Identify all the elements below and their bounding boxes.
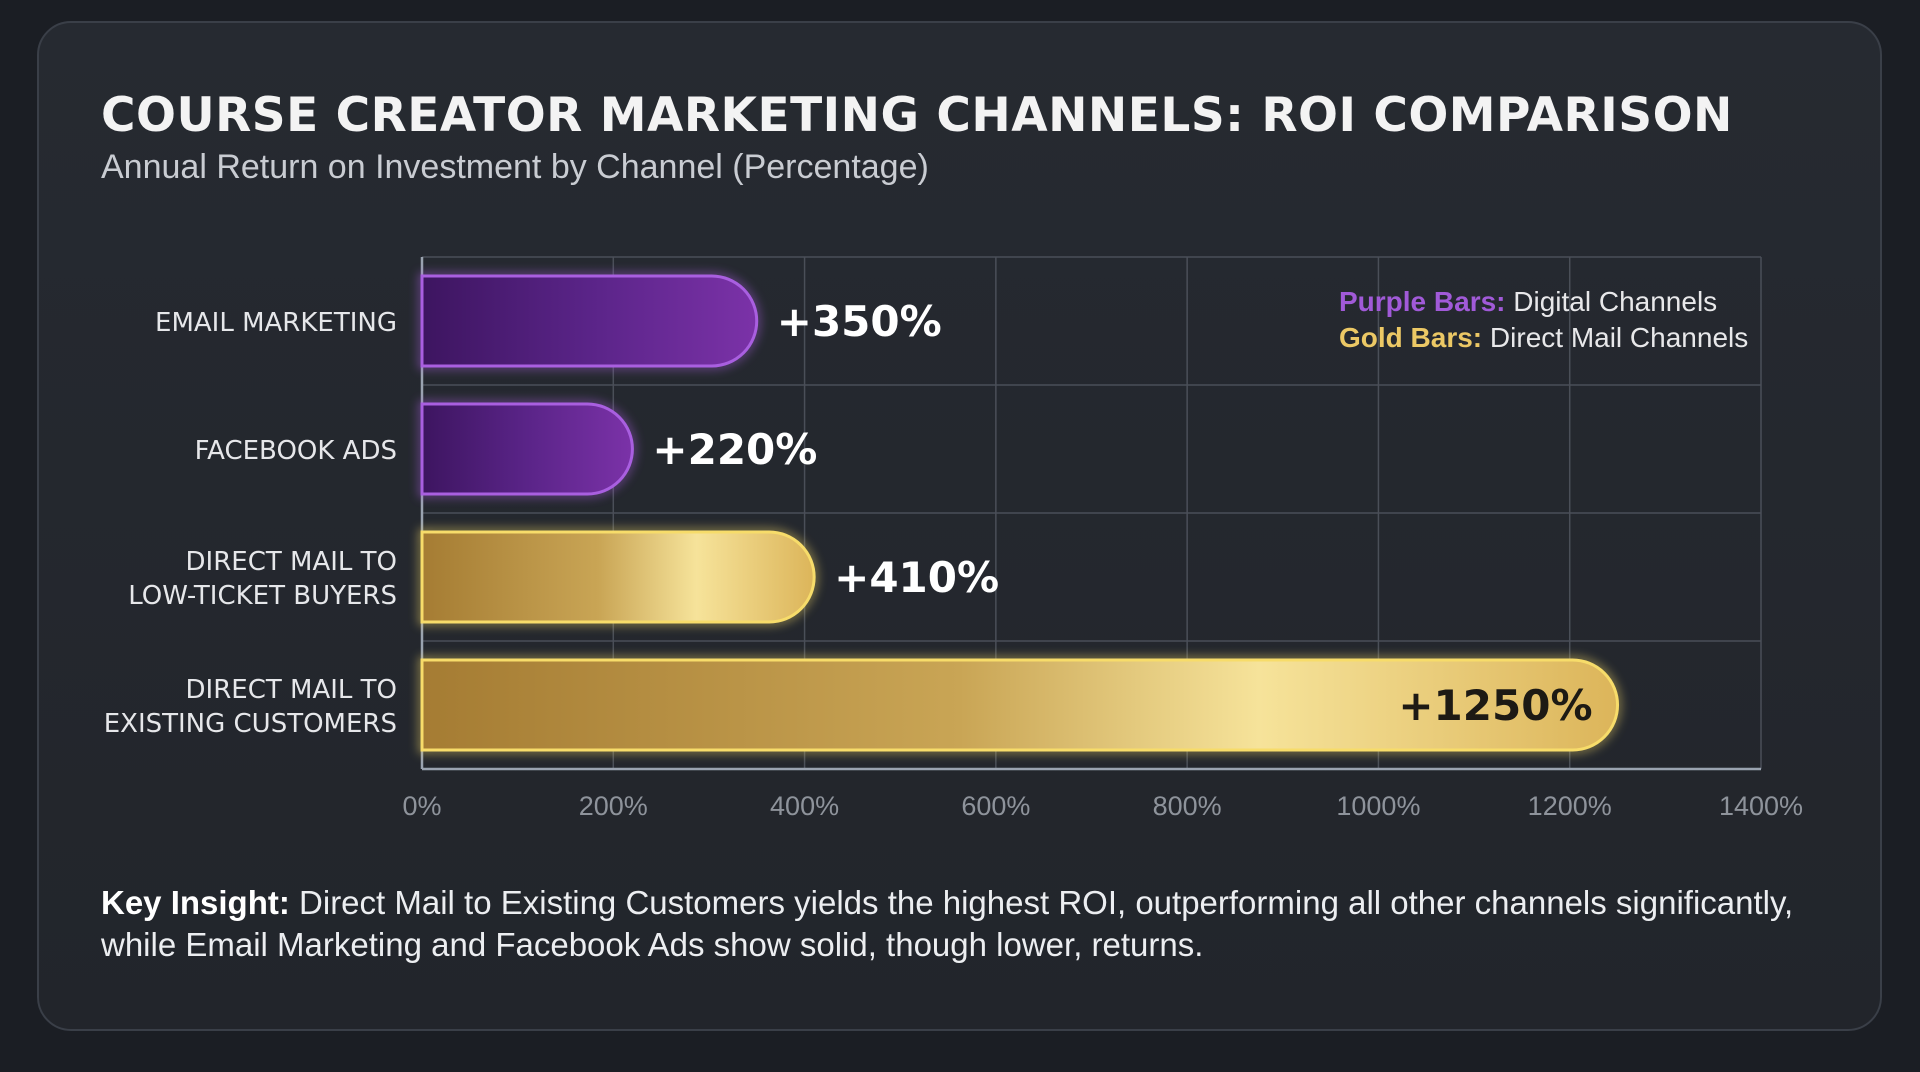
legend-item-digital: Purple Bars: Digital Channels [1339,284,1748,320]
bar-3 [420,530,816,624]
legend-item-direct-mail: Gold Bars: Direct Mail Channels [1339,320,1748,356]
x-tick-label: 0% [402,791,441,821]
x-tick-label: 800% [1153,791,1222,821]
x-tick-label: 600% [961,791,1030,821]
legend-text: Direct Mail Channels [1489,322,1749,353]
bar-4 [420,658,1620,752]
chart-card [37,21,1882,1031]
category-label: EMAIL MARKETING [155,308,397,338]
data-label: +1250% [1398,681,1592,730]
data-label: +220% [652,425,817,474]
legend-key: Gold Bars: [1339,322,1483,353]
category-label: DIRECT MAIL TO [186,675,397,705]
chart-subtitle: Annual Return on Investment by Channel (… [101,148,929,186]
x-tick-label: 200% [579,791,648,821]
insight-text: Direct Mail to Existing Customers yields… [101,884,1794,963]
x-tick-label: 1200% [1528,791,1612,821]
data-label: +410% [834,553,999,602]
category-label: EXISTING CUSTOMERS [104,709,397,739]
legend-text: Digital Channels [1513,286,1718,317]
category-label: LOW-TICKET BUYERS [128,581,397,611]
category-label: FACEBOOK ADS [195,436,397,466]
legend: Purple Bars: Digital Channels Gold Bars:… [1339,284,1748,356]
legend-key: Purple Bars: [1339,286,1506,317]
data-label: +350% [777,297,942,346]
x-tick-label: 1400% [1719,791,1803,821]
x-tick-label: 1000% [1336,791,1420,821]
insight-label: Key Insight: [101,884,290,921]
chart-title: COURSE CREATOR MARKETING CHANNELS: ROI C… [101,88,1733,143]
key-insight: Key Insight: Direct Mail to Existing Cus… [101,882,1821,966]
category-label: DIRECT MAIL TO [186,547,397,577]
bar-2 [420,402,634,496]
x-tick-label: 400% [770,791,839,821]
bar-1 [420,274,759,368]
